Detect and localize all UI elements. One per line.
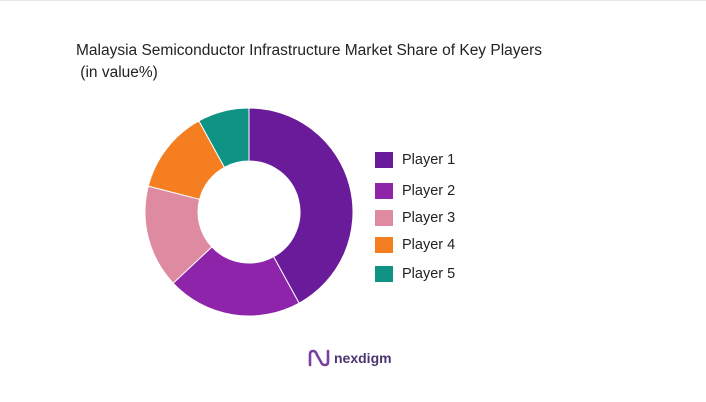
legend-item-3: Player 3 [375,208,495,228]
donut-slice-1 [248,107,354,304]
nexdigm-logo-icon [308,349,330,367]
top-divider [0,0,706,1]
legend-label: Player 4 [402,237,456,253]
legend-label: Player 3 [402,210,456,226]
legend-item-4: Player 4 [375,235,495,255]
donut-slice-2 [172,246,300,317]
chart-title-line-1: Malaysia Semiconductor Infrastructure Ma… [76,42,543,59]
chart-title-line-2: (in value%) [76,64,158,81]
legend-item-2: Player 2 [375,181,495,201]
legend-item-5: Player 5 [375,264,495,284]
chart-title: Malaysia Semiconductor Infrastructure Ma… [76,40,676,84]
brand-name: nexdigm [334,350,392,366]
legend-swatch [375,237,393,253]
brand-logo: nexdigm [308,348,392,368]
legend-label: Player 5 [402,266,456,282]
legend-swatch [375,183,393,199]
legend-swatch [375,210,393,226]
legend-label: Player 1 [402,152,456,168]
legend-item-1: Player 1 [375,150,495,170]
legend-swatch [375,266,393,282]
legend-label: Player 2 [402,183,456,199]
donut-slice-5 [198,107,250,168]
legend-swatch [375,152,393,168]
